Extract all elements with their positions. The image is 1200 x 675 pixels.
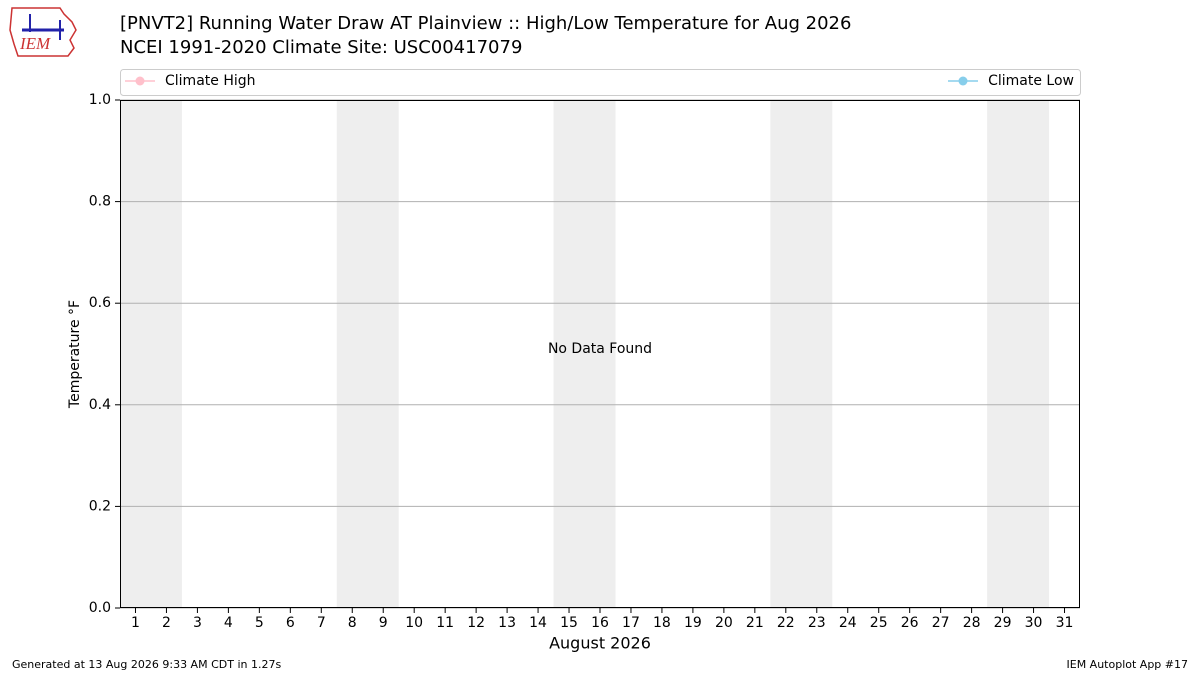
x-tick-label: 20 — [715, 615, 733, 631]
x-tick-label: 30 — [1025, 615, 1043, 631]
x-tick-label: 7 — [317, 615, 326, 631]
x-tick-label: 14 — [529, 615, 547, 631]
x-tick-label: 17 — [622, 615, 640, 631]
weekend-band — [770, 100, 833, 608]
x-tick-label: 12 — [467, 615, 485, 631]
x-tick-label: 13 — [498, 615, 516, 631]
y-axis-label: Temperature °F — [67, 300, 83, 409]
legend-label: Climate Low — [988, 73, 1074, 89]
x-tick-label: 8 — [348, 615, 357, 631]
footer-right: IEM Autoplot App #17 — [1067, 658, 1189, 671]
x-tick-label: 23 — [808, 615, 826, 631]
x-tick-label: 26 — [901, 615, 919, 631]
x-tick-label: 21 — [746, 615, 764, 631]
y-tick-label: 0.2 — [89, 498, 111, 514]
x-tick-label: 6 — [286, 615, 295, 631]
x-tick-label: 28 — [963, 615, 981, 631]
x-tick-label: 2 — [162, 615, 171, 631]
x-tick-label: 24 — [839, 615, 857, 631]
chart-title: [PNVT2] Running Water Draw AT Plainview … — [120, 13, 851, 34]
x-tick-label: 5 — [255, 615, 264, 631]
legend-marker — [135, 76, 145, 86]
x-tick-label: 1 — [131, 615, 140, 631]
y-tick-label: 0.8 — [89, 194, 111, 210]
x-axis-label: August 2026 — [549, 634, 651, 653]
x-tick-label: 15 — [560, 615, 578, 631]
x-tick-label: 9 — [379, 615, 388, 631]
chart-subtitle: NCEI 1991-2020 Climate Site: USC00417079 — [120, 37, 522, 58]
legend-label: Climate High — [165, 73, 256, 89]
footer-left: Generated at 13 Aug 2026 9:33 AM CDT in … — [12, 658, 281, 671]
x-tick-label: 10 — [405, 615, 423, 631]
y-tick-label: 0.6 — [89, 295, 111, 311]
x-tick-label: 16 — [591, 615, 609, 631]
x-tick-label: 3 — [193, 615, 202, 631]
annotation: No Data Found — [548, 341, 652, 357]
x-tick-label: 4 — [224, 615, 233, 631]
x-tick-label: 31 — [1056, 615, 1074, 631]
x-tick-label: 18 — [653, 615, 671, 631]
x-tick-label: 11 — [436, 615, 454, 631]
y-tick-label: 0.4 — [89, 397, 111, 413]
weekend-band — [553, 100, 616, 608]
x-tick-label: 22 — [777, 615, 795, 631]
y-tick-label: 1.0 — [89, 92, 111, 108]
weekend-band — [120, 100, 182, 608]
logo-text: IEM — [19, 34, 51, 53]
legend-marker — [958, 76, 968, 86]
x-tick-label: 29 — [994, 615, 1012, 631]
logo: IEM — [9, 7, 77, 57]
legend — [120, 69, 1081, 96]
x-tick-label: 19 — [684, 615, 702, 631]
weekend-band — [987, 100, 1050, 608]
x-tick-label: 27 — [932, 615, 950, 631]
y-tick-label: 0.0 — [89, 600, 111, 616]
plot-frame — [120, 100, 1080, 608]
weekend-band — [336, 100, 399, 608]
x-tick-label: 25 — [870, 615, 888, 631]
